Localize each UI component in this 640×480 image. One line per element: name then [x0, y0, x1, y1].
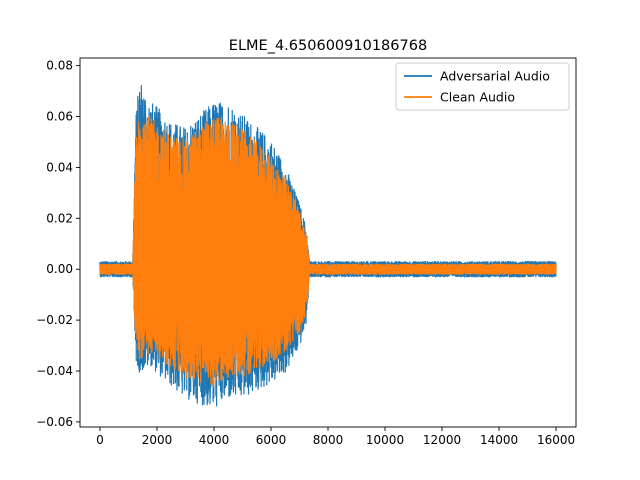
x-tick-label: 16000 — [537, 433, 575, 447]
x-tick-label: 8000 — [313, 433, 344, 447]
legend-entry: Clean Audio — [440, 90, 515, 105]
x-tick-label: 4000 — [199, 433, 230, 447]
y-tick-label: −0.06 — [36, 415, 73, 429]
x-tick-label: 2000 — [142, 433, 173, 447]
y-tick-label: 0.02 — [46, 211, 73, 225]
y-tick-label: −0.02 — [36, 313, 73, 327]
x-tick-label: 0 — [96, 433, 104, 447]
y-tick-label: −0.04 — [36, 364, 73, 378]
y-tick-label: 0.04 — [46, 160, 73, 174]
y-tick-label: 0.06 — [46, 110, 73, 124]
x-tick-label: 12000 — [423, 433, 461, 447]
y-tick-label: 0.08 — [46, 59, 73, 73]
legend-entry: Adversarial Audio — [440, 69, 550, 84]
x-tick-label: 6000 — [256, 433, 287, 447]
x-tick-label: 10000 — [366, 433, 404, 447]
x-tick-label: 14000 — [480, 433, 518, 447]
chart-title: ELME_4.650600910186768 — [229, 38, 427, 54]
y-tick-label: 0.00 — [46, 262, 73, 276]
